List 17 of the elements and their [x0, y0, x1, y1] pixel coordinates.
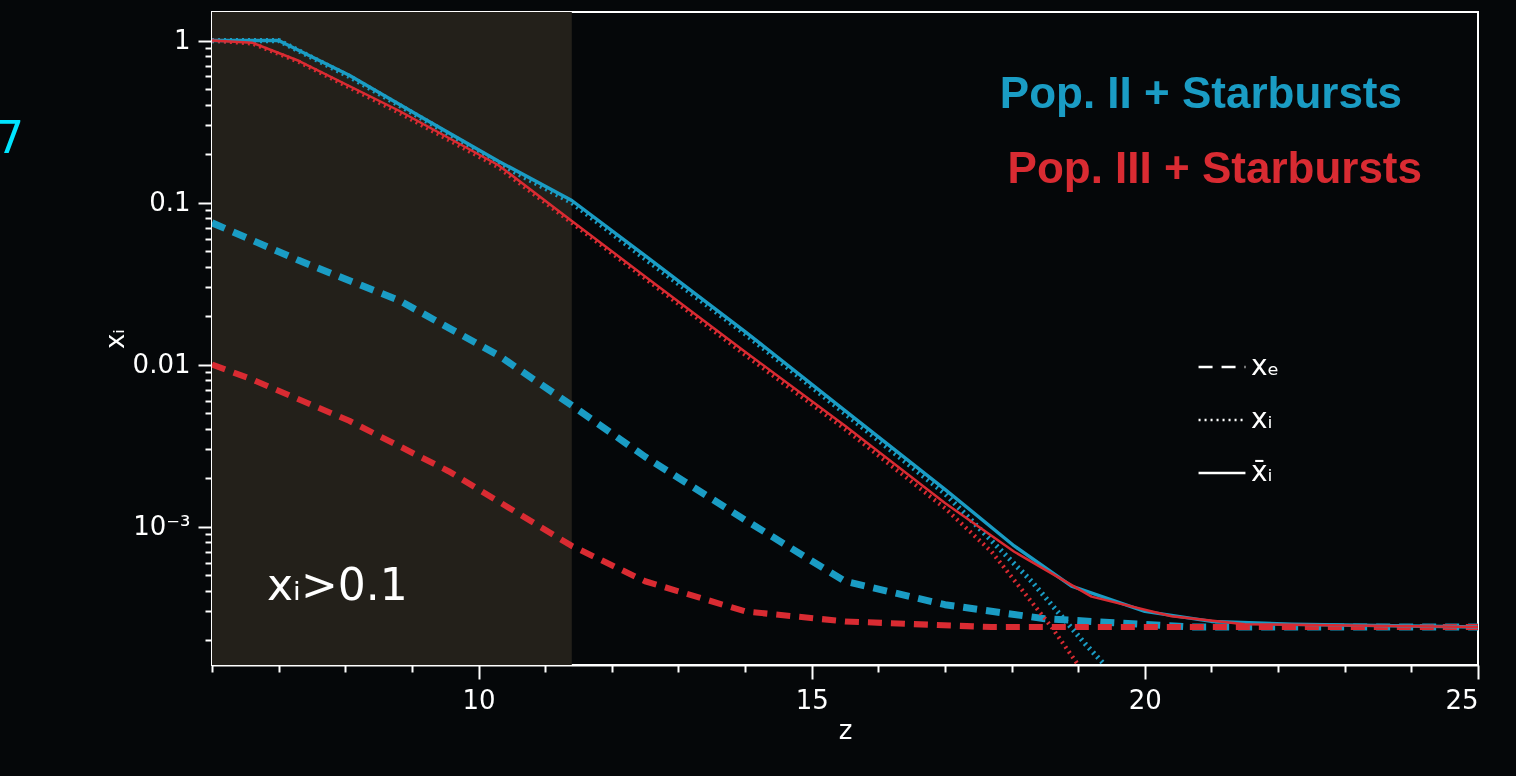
- annotation: xₑ: [1251, 349, 1280, 382]
- annotation: xᵢ>0.1: [267, 559, 408, 610]
- x-tick-label: 10: [462, 684, 496, 715]
- y-tick-label: 0.1: [149, 187, 191, 218]
- y-tick-label: 10⁻³: [133, 511, 191, 542]
- x-axis-title: z: [838, 714, 853, 745]
- annotation: xᵢ: [1251, 402, 1273, 435]
- annotation: x̄ᵢ: [1251, 455, 1273, 488]
- y-tick-label: 1: [173, 25, 191, 56]
- y-axis-title: xᵢ: [99, 328, 130, 350]
- annotation: Pop. III + Starbursts: [1007, 143, 1422, 192]
- x-tick-label: 20: [1128, 684, 1162, 715]
- x-tick-label: 25: [1445, 684, 1479, 715]
- text: 7: [0, 112, 24, 163]
- x-tick-label: 15: [795, 684, 829, 715]
- annotation: Pop. II + Starbursts: [999, 68, 1402, 117]
- y-tick-label: 0.01: [132, 349, 191, 380]
